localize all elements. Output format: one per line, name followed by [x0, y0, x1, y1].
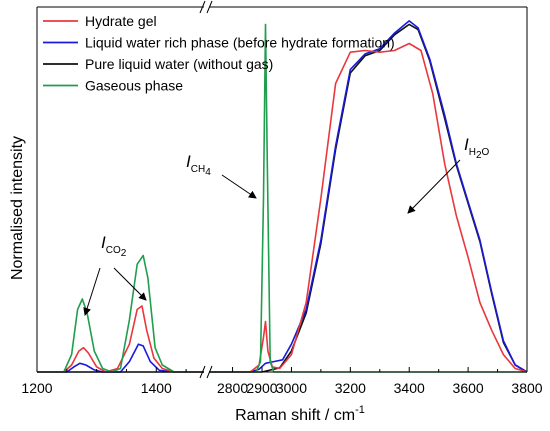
x-tick-label-1200: 1200 [21, 380, 52, 396]
axis-break-mark-3 [199, 365, 206, 379]
legend: Hydrate gel Liquid water rich phase (befo… [43, 13, 395, 94]
axis-break-mark-2 [206, 0, 213, 14]
series-gaseous-phase-line-2 [209, 23, 527, 373]
series-pure-liquid-water-line-2 [209, 23, 528, 373]
axis-break-mark-1 [199, 0, 206, 14]
legend-label-hydrate-gel: Hydrate gel [85, 13, 157, 29]
x-tick-label-2900: 2900 [246, 380, 277, 396]
x-axis-label: Raman shift / cm-1 [235, 404, 365, 424]
series-curves [37, 20, 528, 373]
arrow-co2-left [83, 267, 101, 316]
x-tick-label-3600: 3600 [453, 380, 484, 396]
legend-label-gaseous-phase: Gaseous phase [85, 78, 183, 94]
plot-frame [36, 0, 528, 379]
x-tick-label-3800: 3800 [511, 380, 542, 396]
annotations: ICO2 ICH4 IH2O [83, 135, 490, 316]
series-hydrate-gel-line-2 [209, 42, 528, 373]
arrow-ch4 [221, 174, 257, 199]
series-gaseous-phase-line-1 [37, 254, 204, 373]
axis-break-mark-4 [206, 365, 213, 379]
series-liquid-water-rich-phase-line-2 [209, 20, 528, 373]
series-hydrate-gel-line-1 [37, 305, 204, 373]
x-tick-label-3200: 3200 [335, 380, 366, 396]
legend-label-liquid-water-rich-phase: Liquid water rich phase (before hydrate … [85, 35, 395, 51]
x-tick-label-1400: 1400 [141, 380, 172, 396]
annotation-i-h2o: IH2O [464, 135, 490, 161]
x-tick-label-2800: 2800 [217, 380, 248, 396]
arrow-co2-right [113, 267, 147, 301]
arrow-h2o [407, 159, 461, 214]
annotation-i-ch4: ICH4 [186, 152, 211, 178]
x-tick-label-3000: 3000 [276, 380, 307, 396]
annotation-i-co2: ICO2 [101, 233, 127, 259]
y-axis-label: Normalised intensity [9, 136, 26, 280]
legend-label-pure-liquid-water: Pure liquid water (without gas) [85, 56, 273, 72]
x-tick-label-3400: 3400 [394, 380, 425, 396]
